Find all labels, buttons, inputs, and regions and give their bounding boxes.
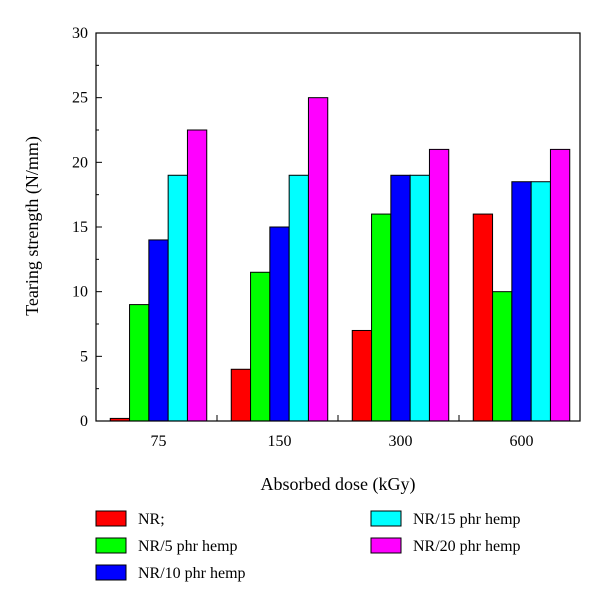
x-tick-label-300: 300 [389,433,413,450]
legend-label-series-2: NR/5 phr hemp [138,538,238,555]
bar-300-series-1 [351,329,373,422]
x-tick-label-600: 600 [510,433,534,450]
x-axis-title: Absorbed dose (kGy) [261,474,416,495]
legend-swatch-series-1 [95,510,127,527]
y-axis-title: Tearing strength (N/mm) [22,136,43,316]
x-tick-label-150: 150 [268,433,292,450]
bar-300-series-4 [409,174,430,422]
bar-75-series-4 [167,174,188,422]
legend-swatch-series-3 [95,564,127,581]
x-tick-label-75: 75 [151,433,167,450]
bar-75-series-5 [186,129,208,422]
y-tick-label: 15 [72,219,88,236]
legend-swatch-series-5 [370,537,402,554]
bar-600-series-3 [511,181,532,422]
bar-150-series-3 [269,226,290,422]
bar-75-series-2 [129,304,150,422]
legend-swatch-series-2 [95,537,127,554]
legend-label-series-5: NR/20 phr hemp [413,538,521,555]
y-tick-label: 10 [72,284,88,301]
bar-150-series-2 [250,271,271,422]
bar-600-series-1 [472,213,494,422]
y-tick-label: 5 [80,348,88,365]
bar-75-series-3 [148,239,169,422]
bar-600-series-2 [492,291,513,422]
y-tick-label: 20 [72,154,88,171]
bar-300-series-5 [428,148,450,422]
bar-600-series-5 [549,148,571,422]
bar-150-series-4 [288,174,309,422]
axes-layer: 0 5 10 15 20 25 30 75 150 300 600 [72,25,581,450]
bar-150-series-1 [230,368,252,422]
legend-label-series-3: NR/10 phr hemp [138,565,246,582]
bar-300-series-3 [390,174,411,422]
bars-layer [109,97,571,422]
legend-swatch-series-4 [370,510,402,527]
y-tick-label: 0 [80,413,88,430]
bar-300-series-2 [371,213,392,422]
y-tick-label: 30 [72,25,88,42]
legend-label-series-1: NR; [138,511,165,528]
legend: NR; NR/5 phr hemp NR/10 phr hemp NR/15 phr … [95,510,521,582]
y-tick-label: 25 [72,90,88,107]
legend-label-series-4: NR/15 phr hemp [413,511,521,528]
bar-150-series-5 [307,97,329,422]
bar-600-series-4 [530,181,551,422]
